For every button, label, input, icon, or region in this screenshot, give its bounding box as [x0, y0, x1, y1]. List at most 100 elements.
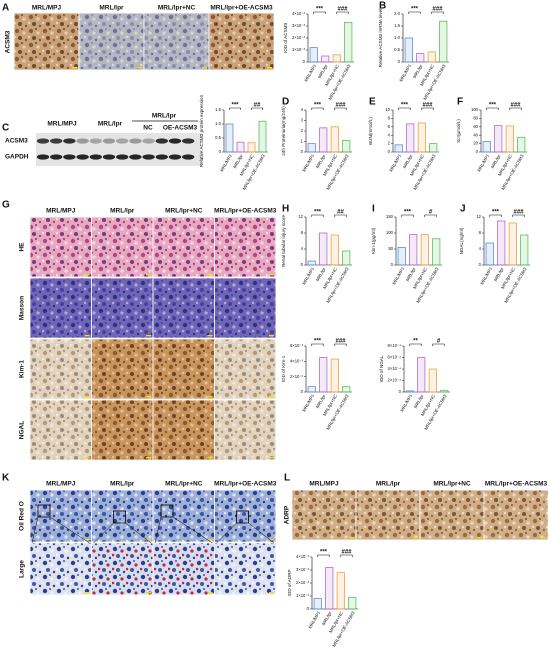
lane-label: NC [143, 125, 153, 132]
row-label: NGAL [19, 421, 26, 439]
significance-bracket [401, 214, 414, 217]
y-tick-label: 2.0 [394, 11, 400, 16]
scale-bar [413, 537, 418, 539]
significance-label: ### [513, 210, 524, 216]
micrograph [91, 542, 154, 596]
x-tick-label: MRL/MPJ [388, 154, 402, 173]
significance-bracket [229, 107, 241, 110]
y-tick-label: 100 [386, 230, 394, 235]
micrograph [29, 216, 92, 278]
zoom-line [93, 522, 114, 544]
y-tick-label: 3×10⁻³ [292, 23, 306, 28]
column-label: MRL/MPJ [46, 208, 76, 215]
significance-label: *** [492, 210, 500, 216]
scale-bar [207, 335, 213, 337]
scale-bar [84, 592, 90, 594]
bar [307, 386, 316, 393]
significance-bracket [334, 343, 347, 346]
y-axis-label: Scr(μmol/L) [456, 119, 461, 143]
lane-label: OE-ACSM3 [163, 125, 198, 132]
bar [397, 246, 406, 266]
scale-bar [146, 457, 151, 459]
significance-bracket [489, 214, 502, 217]
micrograph [29, 399, 92, 461]
y-tick-label: 150 [386, 214, 394, 219]
blot-band [89, 138, 103, 144]
bar [404, 37, 413, 63]
significance-label: *** [411, 7, 419, 13]
significance-label: ## [254, 103, 261, 109]
bar [313, 598, 322, 610]
y-tick-label: 100 [471, 107, 479, 112]
bar [348, 596, 357, 610]
significance-label: *** [489, 103, 497, 109]
significance-bracket [311, 107, 324, 110]
bar [330, 358, 339, 393]
significance-bracket [313, 11, 326, 14]
zoom-line [216, 522, 237, 544]
scale-bar [269, 396, 274, 398]
significance-label: *** [404, 210, 412, 216]
significance-label: *** [316, 7, 324, 13]
column-label: MRL/MPJ [32, 5, 62, 12]
bar [344, 21, 353, 63]
column-label: MRL/lpr+OE-ACSM3 [214, 481, 277, 488]
micrograph [29, 542, 92, 596]
y-tick-label: 8 [479, 230, 482, 235]
micrograph [13, 12, 80, 71]
y-tick-label: 3×10⁻³ [296, 567, 310, 572]
bar [321, 55, 330, 63]
x-tick-label: MRL/MPJ [476, 154, 490, 173]
significance-bracket [421, 107, 434, 110]
bar [319, 232, 328, 266]
y-axis-label: Relative ACSM3 mRNA level [378, 9, 383, 68]
significance-label: *** [401, 103, 409, 109]
scale-bar [146, 592, 151, 594]
y-tick-label: 8 [301, 230, 304, 235]
significance-label: *** [320, 550, 328, 556]
scale-bar [207, 274, 213, 276]
y-tick-label: 3 [301, 118, 304, 123]
column-label: MRL/lpr+OE-ACSM3 [485, 481, 548, 488]
bar [307, 143, 316, 153]
bar [332, 54, 341, 63]
zoom-box [37, 504, 51, 518]
micrograph [91, 277, 154, 339]
scale-bar [84, 274, 90, 276]
column-label: MRL/MPJ [46, 481, 76, 488]
bar [394, 144, 403, 153]
zoom-box [113, 510, 126, 524]
y-tick-label: 12 [476, 214, 481, 219]
bar [258, 120, 267, 153]
scale-bar [146, 396, 151, 398]
row-label: Masson [19, 296, 26, 320]
row-label: ACSM3 [5, 30, 12, 53]
significance-bracket [398, 107, 411, 110]
blot-band [142, 154, 155, 160]
panel-label: I [372, 204, 375, 215]
y-tick-label: 6 [388, 124, 391, 129]
y-tick-label: 1 [301, 139, 304, 144]
y-axis-label: BUN(mmol/L) [368, 117, 373, 145]
bar [482, 141, 491, 153]
y-tick-label: 0 [307, 606, 310, 611]
column-label: MRL/lpr+OE-ACSM3 [214, 208, 277, 215]
x-tick-label: MRL/MPJ [301, 394, 315, 413]
bar [439, 20, 448, 63]
significance-bracket [509, 107, 522, 110]
x-tick-label: MRL/MPJ [219, 154, 233, 173]
significance-bracket [408, 11, 421, 14]
blot-band [155, 154, 168, 160]
scale-bar [72, 67, 77, 69]
panel-label: L [284, 473, 290, 484]
micrograph [208, 12, 275, 71]
micrograph [78, 12, 145, 71]
x-tick-label: MRL/MPJ [399, 394, 413, 413]
bar [520, 234, 529, 266]
y-tick-label: 2×10⁻³ [292, 35, 306, 40]
significance-label: ## [337, 210, 344, 216]
significance-bracket [334, 107, 347, 110]
scale-bar [269, 457, 274, 459]
significance-bracket [424, 214, 437, 217]
significance-label: ** [413, 339, 418, 345]
